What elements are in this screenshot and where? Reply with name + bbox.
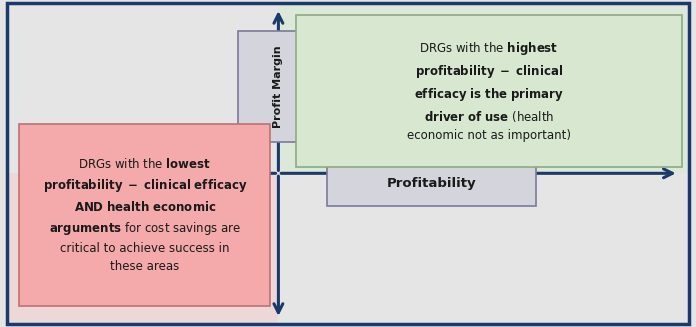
Text: Profit Margin: Profit Margin [274,45,283,128]
Text: DRGs with the $\mathbf{lowest}$
$\mathbf{profitability\ -\ clinical\ efficacy}$
: DRGs with the $\mathbf{lowest}$ $\mathbf… [42,157,247,273]
FancyBboxPatch shape [327,162,536,206]
Text: DRGs with the $\mathbf{highest}$
$\mathbf{profitability\ -\ clinical}$
$\mathbf{: DRGs with the $\mathbf{highest}$ $\mathb… [407,40,571,142]
Text: Profitability: Profitability [387,178,476,190]
FancyBboxPatch shape [7,173,278,324]
FancyBboxPatch shape [19,124,270,306]
FancyBboxPatch shape [278,173,689,324]
FancyBboxPatch shape [7,3,278,173]
FancyBboxPatch shape [238,31,319,142]
FancyBboxPatch shape [278,3,689,173]
FancyBboxPatch shape [296,15,682,167]
